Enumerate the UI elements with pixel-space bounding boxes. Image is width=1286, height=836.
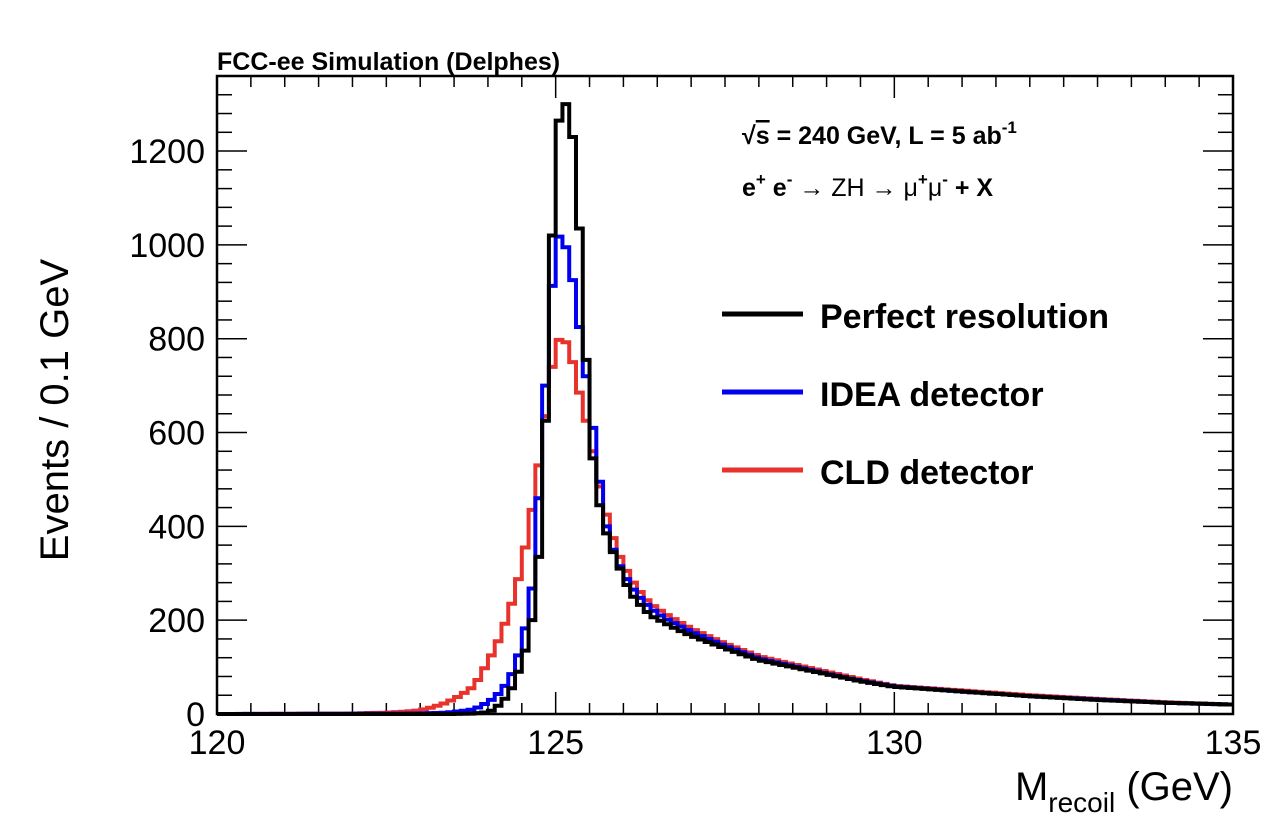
y-tick-label: 600 [148, 415, 205, 453]
x-axis-title-unit: (GeV) [1115, 765, 1233, 809]
eminus: e [766, 174, 787, 202]
y-tick-label: 0 [186, 696, 205, 734]
x-tick-label: 120 [189, 724, 246, 762]
lumi-unit-sup: -1 [1002, 118, 1017, 137]
legend-label-perfect: Perfect resolution [820, 298, 1109, 336]
muminus-sup: - [942, 170, 948, 189]
sqrt-symbol: √ [742, 122, 756, 150]
y-tick-label: 800 [148, 321, 205, 359]
x-axis-title: Mrecoil (GeV) [1015, 765, 1233, 818]
simulation-label: FCC-ee Simulation (Delphes) [217, 48, 560, 76]
legend-label-cld: CLD detector [820, 454, 1033, 492]
x-axis-title-sub: recoil [1048, 787, 1115, 818]
annotation-energy-lumi: √s = 240 GeV, L = 5 ab-1 [742, 118, 1017, 150]
legend: Perfect resolution IDEA detector CLD det… [722, 298, 1109, 492]
muminus: μ [928, 174, 942, 202]
plot-frame [215, 74, 1235, 716]
x-tick-label: 125 [527, 724, 584, 762]
x-tick-label: 135 [1205, 724, 1262, 762]
series-line-cld-detector [217, 337, 1233, 716]
muplus: μ [903, 174, 917, 202]
s-label: s [756, 122, 770, 150]
x-tick-label: 130 [866, 724, 923, 762]
process-tail: + X [948, 174, 993, 202]
muplus-sup: + [918, 170, 928, 189]
legend-label-idea: IDEA detector [820, 376, 1044, 414]
eplus-sup: + [756, 170, 766, 189]
eplus: e [742, 174, 756, 202]
process-arrow: → ZH → [792, 174, 903, 202]
series-line-perfect-resolution [217, 102, 1233, 716]
eminus-sup: - [787, 170, 793, 189]
energy-lumi-text: = 240 GeV, L = 5 ab [770, 122, 1002, 150]
y-tick-label: 1000 [129, 227, 205, 265]
axis-ticks: 120 125 130 135 0 200 400 600 800 1000 1200 [129, 75, 1262, 762]
y-tick-label: 1200 [129, 133, 205, 171]
annotation-process: e+ e- → ZH → μ+μ- + X [742, 170, 993, 202]
y-axis-title: Events / 0.1 GeV [33, 258, 77, 561]
y-tick-label: 400 [148, 508, 205, 546]
x-axis-title-main: M [1015, 765, 1048, 809]
y-tick-label: 200 [148, 602, 205, 640]
series-group [217, 102, 1233, 716]
